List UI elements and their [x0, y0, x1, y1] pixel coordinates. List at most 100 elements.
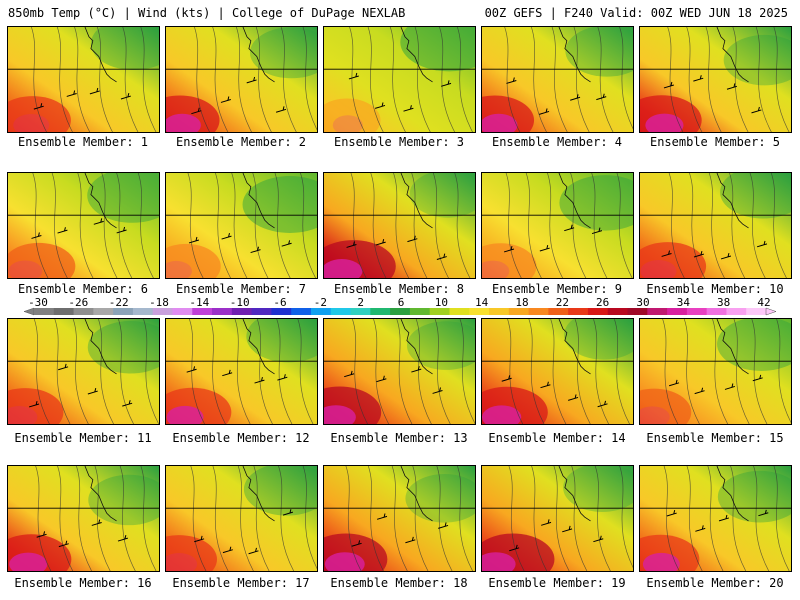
ensemble-panel-8	[323, 172, 476, 279]
temperature-map	[640, 27, 791, 132]
temperature-map	[8, 173, 159, 278]
ensemble-panel-15	[639, 318, 792, 425]
colorbar-swatch	[310, 308, 332, 315]
colorbar-swatch	[726, 308, 747, 315]
temperature-colorbar: -30 -26 -22 -18 -14 -10 -6 -2 2 6 10 14 18 22 26 30 34 38…	[23, 296, 777, 316]
panel-label: Ensemble Member: 10	[646, 282, 784, 296]
colorbar-swatch	[667, 308, 688, 315]
panel-label: Ensemble Member: 7	[175, 282, 307, 296]
colorbar-swatch	[251, 308, 272, 315]
ensemble-panel-13	[323, 318, 476, 425]
ensemble-panel-17	[165, 465, 318, 572]
colorbar-swatch	[409, 308, 431, 315]
ensemble-panel-7	[165, 172, 318, 279]
colorbar-swatch	[291, 308, 312, 315]
panel-label: Ensemble Member: 16	[14, 576, 152, 590]
colorbar-tick-label: 10	[435, 296, 448, 309]
ensemble-panel-20	[639, 465, 792, 572]
panel-label: Ensemble Member: 18	[330, 576, 468, 590]
colorbar-swatch	[429, 308, 450, 315]
ensemble-panel-16	[7, 465, 160, 572]
panel-label: Ensemble Member: 11	[14, 431, 152, 445]
colorbar-swatch	[489, 308, 510, 315]
run-valid-time: 00Z GEFS | F240 Valid: 00Z WED JUN 18 20…	[484, 6, 788, 20]
colorbar-swatch	[330, 308, 352, 315]
temperature-map	[324, 466, 475, 571]
temperature-map	[640, 466, 791, 571]
ensemble-panel-1	[7, 26, 160, 133]
ensemble-panel-18	[323, 465, 476, 572]
colorbar-tick-label: 14	[475, 296, 489, 309]
temperature-map	[482, 27, 633, 132]
colorbar-swatch	[469, 308, 490, 315]
colorbar-tick-label: 38	[717, 296, 730, 309]
colorbar-swatch	[627, 308, 648, 315]
colorbar-tick-label: 2	[357, 296, 364, 309]
colorbar-tick-label: -30	[28, 296, 48, 309]
colorbar-tick-label: -14	[189, 296, 209, 309]
colorbar-tick-label: 18	[515, 296, 528, 309]
panel-label: Ensemble Member: 9	[491, 282, 623, 296]
panel-label: Ensemble Member: 15	[646, 431, 784, 445]
colorbar-tick-label: 34	[677, 296, 691, 309]
ensemble-panel-3	[323, 26, 476, 133]
colorbar-tick-label: -26	[68, 296, 88, 309]
panel-label: Ensemble Member: 3	[333, 135, 465, 149]
panel-label: Ensemble Member: 5	[649, 135, 781, 149]
colorbar-tick-label: 30	[636, 296, 649, 309]
colorbar-swatch	[568, 308, 589, 315]
temperature-map	[166, 319, 317, 424]
panel-label: Ensemble Member: 19	[488, 576, 626, 590]
colorbar-swatch	[587, 308, 609, 315]
temperature-map	[324, 27, 475, 132]
temperature-map	[482, 466, 633, 571]
colorbar-swatch	[647, 308, 668, 315]
colorbar-swatch	[449, 308, 470, 315]
panel-label: Ensemble Member: 1	[17, 135, 149, 149]
colorbar-tick-label: -22	[109, 296, 129, 309]
temperature-map	[640, 173, 791, 278]
colorbar-swatch	[34, 308, 55, 315]
panel-label: Ensemble Member: 2	[175, 135, 307, 149]
panel-label: Ensemble Member: 14	[488, 431, 626, 445]
colorbar-swatch	[53, 308, 75, 315]
ensemble-panel-14	[481, 318, 634, 425]
colorbar-swatch	[113, 308, 134, 315]
colorbar-swatch	[132, 308, 154, 315]
colorbar-tick-label: -2	[314, 296, 327, 309]
ensemble-panel-10	[639, 172, 792, 279]
panel-label: Ensemble Member: 17	[172, 576, 310, 590]
colorbar-swatch	[746, 308, 767, 315]
colorbar-swatch	[212, 308, 233, 315]
temperature-map	[324, 173, 475, 278]
colorbar-swatch	[390, 308, 411, 315]
panel-label: Ensemble Member: 20	[646, 576, 784, 590]
temperature-map	[324, 319, 475, 424]
temperature-map	[8, 27, 159, 132]
temperature-map	[166, 27, 317, 132]
colorbar-swatch	[370, 308, 391, 315]
temperature-map	[482, 319, 633, 424]
colorbar-swatch	[93, 308, 114, 315]
colorbar-swatch	[271, 308, 292, 315]
panel-label: Ensemble Member: 12	[172, 431, 310, 445]
temperature-map	[8, 466, 159, 571]
colorbar-swatch	[152, 308, 173, 315]
colorbar-tick-label: 42	[757, 296, 770, 309]
colorbar-swatch	[508, 308, 530, 315]
colorbar-tick-label: -6	[273, 296, 286, 309]
ensemble-panel-2	[165, 26, 318, 133]
colorbar-swatch	[172, 308, 193, 315]
colorbar-swatch	[350, 308, 371, 315]
panel-label: Ensemble Member: 6	[17, 282, 149, 296]
temperature-map	[166, 466, 317, 571]
ensemble-panel-4	[481, 26, 634, 133]
temperature-map	[8, 319, 159, 424]
colorbar-swatch	[528, 308, 549, 315]
colorbar-tick-label: -10	[230, 296, 250, 309]
colorbar-swatch	[607, 308, 629, 315]
ensemble-panel-11	[7, 318, 160, 425]
colorbar-tick-label: 26	[596, 296, 609, 309]
ensemble-panel-9	[481, 172, 634, 279]
colorbar-swatch	[73, 308, 94, 315]
